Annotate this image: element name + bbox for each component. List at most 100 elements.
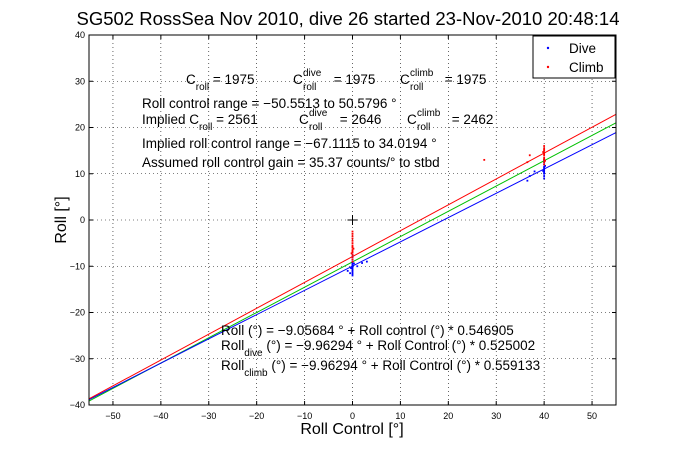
dive-point bbox=[544, 164, 546, 167]
y-tick-label: −20 bbox=[70, 308, 85, 318]
climb-point bbox=[351, 242, 354, 245]
dive-point bbox=[543, 171, 546, 174]
data-points bbox=[346, 145, 546, 277]
climb-point bbox=[543, 148, 546, 151]
climb-point bbox=[543, 145, 546, 147]
dive-point bbox=[351, 267, 354, 270]
climb-point bbox=[351, 230, 354, 233]
grid-layer bbox=[89, 34, 616, 406]
y-tick-label: 20 bbox=[75, 123, 85, 133]
dive-point bbox=[543, 168, 546, 171]
dive-point bbox=[356, 265, 359, 268]
dive-point bbox=[526, 179, 529, 182]
fit-equations: Roll (°) = −9.05684 ° + Roll control (°)… bbox=[221, 323, 540, 379]
climb-point bbox=[351, 245, 354, 248]
legend: Dive Climb bbox=[532, 35, 616, 79]
climb-point bbox=[543, 161, 546, 164]
implied-c-roll-line: Implied Croll = 2561 bbox=[142, 112, 258, 133]
climb-point bbox=[351, 246, 354, 249]
x-tick-label: −20 bbox=[249, 411, 264, 421]
dive-point bbox=[351, 271, 354, 274]
roll-control-range: Roll control range = −50.5513 to 50.5796… bbox=[142, 96, 397, 111]
climb-point bbox=[351, 244, 354, 247]
climb-point bbox=[351, 232, 354, 235]
climb-point bbox=[351, 256, 354, 258]
fit-equation-roll: Roll (°) = −9.05684 ° + Roll control (°)… bbox=[221, 323, 514, 338]
legend-box bbox=[532, 35, 616, 79]
climb-point bbox=[351, 250, 354, 253]
climb-point bbox=[351, 258, 354, 261]
dive-point bbox=[543, 170, 546, 173]
climb-point bbox=[350, 252, 353, 255]
dive-point bbox=[351, 263, 354, 266]
y-tick-label: −10 bbox=[70, 261, 85, 271]
dive-point bbox=[543, 166, 546, 169]
dive-point bbox=[353, 262, 355, 265]
y-tick-label: 10 bbox=[75, 169, 85, 179]
dive-point bbox=[351, 273, 354, 276]
climb-point bbox=[526, 161, 529, 164]
implied-c-roll-dive-line: Cdive roll = 2646 bbox=[299, 108, 381, 133]
c-roll-line: Croll = 1975 bbox=[186, 72, 255, 93]
y-tick-label: −30 bbox=[70, 354, 85, 364]
legend-climb-marker bbox=[546, 65, 550, 69]
x-tick-label: 10 bbox=[395, 411, 405, 421]
axis-ticks: −50 −40 −30 −20 −10 0 10 20 30 40 50 −40 −30 −20 −10 0 1… bbox=[70, 30, 616, 421]
climb-point bbox=[543, 156, 546, 159]
dive-point bbox=[533, 170, 536, 173]
x-tick-label: 0 bbox=[350, 411, 355, 421]
dive-point bbox=[361, 262, 363, 264]
x-tick-label: −30 bbox=[201, 411, 216, 421]
dive-point bbox=[351, 270, 354, 273]
climb-point bbox=[351, 237, 354, 240]
dive-point bbox=[365, 260, 368, 263]
implied-roll-control-range: Implied roll control range = −67.1115 to… bbox=[142, 136, 437, 151]
dive-point bbox=[350, 267, 352, 269]
climb-point bbox=[543, 154, 546, 157]
climb-point bbox=[543, 152, 546, 154]
climb-point bbox=[543, 158, 546, 160]
x-tick-label: 50 bbox=[587, 411, 597, 421]
dive-point bbox=[351, 265, 354, 268]
y-tick-label: 30 bbox=[75, 76, 85, 86]
climb-point bbox=[351, 253, 354, 256]
calibration-annotations: Croll = 1975 Cdive roll = 1975 Cclimb roll… bbox=[142, 68, 493, 170]
dive-point bbox=[351, 274, 354, 277]
climb-point bbox=[544, 159, 546, 162]
x-tick-label: 30 bbox=[491, 411, 501, 421]
dive-point bbox=[543, 175, 546, 177]
dive-point bbox=[351, 262, 354, 264]
dive-point bbox=[543, 165, 546, 168]
x-tick-label: −50 bbox=[105, 411, 120, 421]
climb-point bbox=[351, 249, 354, 251]
y-axis-label: Roll [°] bbox=[53, 196, 70, 243]
dive-point bbox=[351, 269, 354, 271]
climb-point bbox=[351, 260, 354, 263]
x-tick-label: −10 bbox=[297, 411, 312, 421]
climb-point bbox=[542, 151, 545, 153]
dive-point bbox=[543, 177, 546, 180]
x-axis-label: Roll Control [°] bbox=[300, 421, 403, 438]
climb-point bbox=[543, 149, 546, 152]
legend-dive-marker bbox=[546, 46, 550, 50]
dive-point bbox=[349, 272, 352, 275]
dive-point bbox=[542, 170, 545, 172]
dive-point bbox=[346, 269, 349, 272]
dive-point bbox=[351, 264, 354, 267]
climb-point bbox=[351, 239, 354, 242]
x-tick-label: −40 bbox=[153, 411, 168, 421]
climb-point bbox=[543, 158, 546, 161]
fit-equation-dive: Rolldive (°) = −9.96294 ° + Roll Control… bbox=[221, 338, 535, 359]
legend-climb-label: Climb bbox=[569, 60, 604, 75]
fit-equation-climb: Rollclimb (°) = −9.96294 ° + Roll Contro… bbox=[221, 358, 540, 379]
assumed-roll-control-gain: Assumed roll control gain = 35.37 counts… bbox=[142, 155, 440, 170]
y-tick-label: −40 bbox=[70, 400, 85, 410]
climb-point bbox=[483, 158, 486, 161]
x-tick-label: 40 bbox=[539, 411, 549, 421]
climb-point bbox=[543, 153, 546, 156]
dive-point bbox=[543, 172, 546, 175]
implied-c-roll-climb-line: Cclimb roll = 2462 bbox=[407, 108, 493, 133]
climb-point bbox=[528, 154, 531, 157]
x-tick-label: 20 bbox=[443, 411, 453, 421]
climb-point bbox=[543, 147, 546, 150]
